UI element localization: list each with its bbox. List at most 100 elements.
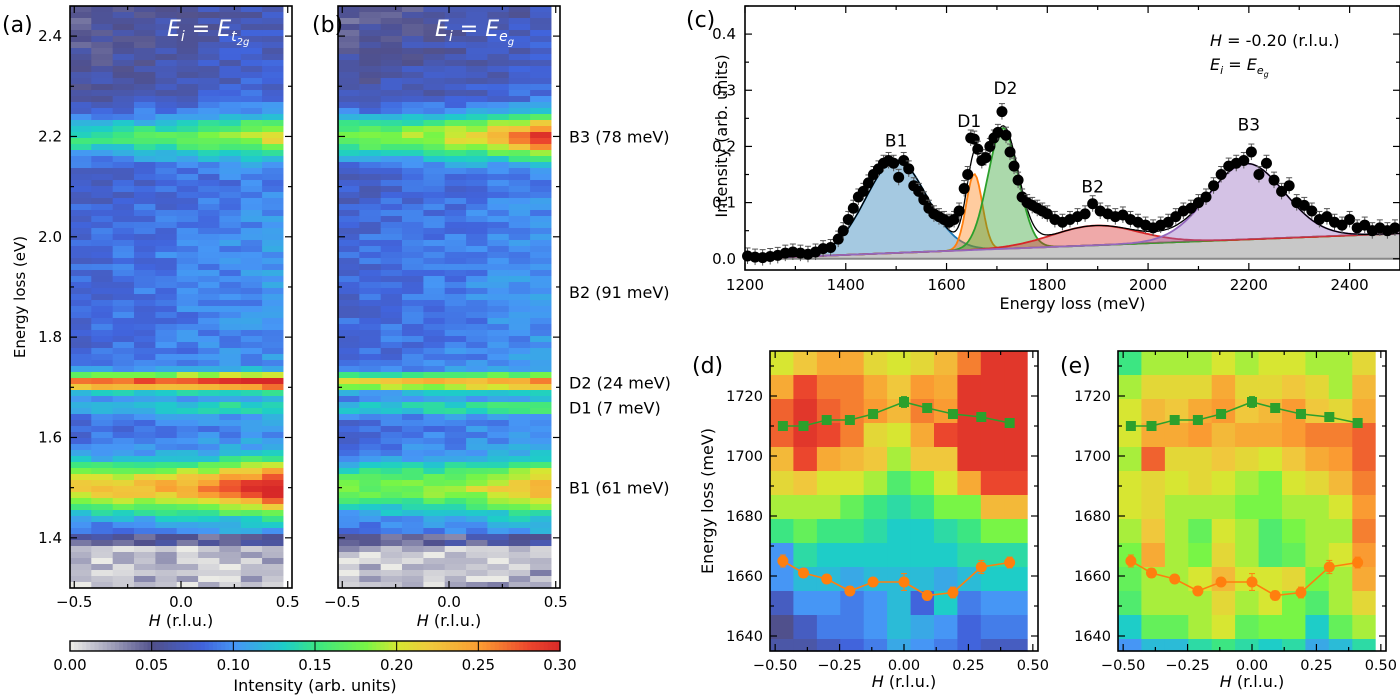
heatmap-cell	[423, 168, 446, 175]
y-tick-label: 1640	[1074, 629, 1111, 645]
heatmap-cell	[466, 444, 488, 451]
data-point-D1	[898, 576, 910, 588]
heatmap-cell	[91, 240, 114, 247]
heatmap-cell	[530, 480, 552, 487]
heatmap-cell	[91, 216, 114, 223]
heatmap-cell	[380, 306, 403, 313]
heatmap-cell	[91, 276, 114, 283]
heatmap-cell	[176, 420, 199, 427]
heatmap-cell	[466, 360, 488, 367]
heatmap-cell	[70, 282, 92, 289]
heatmap-cell	[198, 360, 220, 367]
heatmap-cell	[466, 582, 488, 589]
heatmap-cell	[134, 504, 156, 511]
heatmap-cell	[359, 216, 382, 223]
heatmap-cell	[134, 342, 156, 349]
x-axis-label: H (r.l.u.)	[417, 611, 482, 630]
heatmap-cell	[262, 132, 284, 139]
heatmap-cell	[402, 390, 424, 397]
heatmap-cell	[487, 126, 510, 133]
heatmap-cell	[508, 42, 531, 49]
heatmap-cell	[444, 78, 467, 85]
heatmap-cell	[112, 18, 135, 25]
heatmap-cell	[530, 288, 552, 295]
heatmap-cell	[530, 246, 552, 253]
heatmap-cell	[423, 552, 446, 559]
heatmap-cell	[1352, 375, 1377, 400]
heatmap-cell	[487, 120, 510, 127]
heatmap-cell	[70, 330, 92, 337]
heatmap-cell	[359, 474, 382, 481]
heatmap-cell	[957, 591, 982, 616]
heatmap-cell	[402, 498, 424, 505]
heatmap-cell	[155, 342, 178, 349]
heatmap-cell	[262, 300, 284, 307]
heatmap-cell	[380, 222, 403, 229]
heatmap-cell	[198, 108, 220, 115]
heatmap-cell	[840, 495, 865, 520]
heatmap-cell	[444, 30, 467, 37]
colorbar-segment	[462, 641, 467, 651]
heatmap-cell	[338, 360, 360, 367]
heatmap-cell	[155, 438, 178, 445]
heatmap-cell	[380, 240, 403, 247]
heatmap-cell	[1235, 543, 1260, 568]
heatmap-cell	[466, 294, 488, 301]
heatmap-cell	[338, 534, 360, 541]
heatmap-cell	[176, 522, 199, 529]
heatmap-cell	[134, 204, 156, 211]
heatmap-cell	[487, 348, 510, 355]
heatmap-cell	[198, 162, 220, 169]
heatmap-cell	[934, 375, 958, 400]
heatmap-cell	[219, 360, 242, 367]
heatmap-cell	[198, 222, 220, 229]
data-point-D1	[821, 573, 833, 585]
heatmap-cell	[1328, 639, 1353, 652]
colorbar-segment	[180, 641, 185, 651]
heatmap-cell	[380, 438, 403, 445]
heatmap-cell	[240, 432, 263, 439]
heatmap-cell	[338, 132, 360, 139]
heatmap-cell	[444, 462, 467, 469]
heatmap-cell	[466, 150, 488, 157]
heatmap-cell	[508, 264, 531, 271]
heatmap-cell	[530, 306, 552, 313]
heatmap-cell	[402, 264, 424, 271]
heatmap-cell	[530, 366, 552, 373]
heatmap-cell	[1352, 567, 1377, 592]
heatmap-cell	[487, 474, 510, 481]
heatmap-cell	[91, 288, 114, 295]
heatmap-cell	[423, 312, 446, 319]
heatmap-cell	[70, 390, 92, 397]
colorbar-segment	[506, 641, 512, 651]
heatmap-cell	[508, 78, 531, 85]
heatmap-cell	[508, 552, 531, 559]
heatmap-cell	[423, 36, 446, 43]
heatmap-cell	[176, 288, 199, 295]
heatmap-cell	[134, 378, 156, 385]
heatmap-cell	[466, 486, 488, 493]
heatmap-cell	[91, 414, 114, 421]
heatmap-cell	[240, 138, 263, 145]
heatmap-cell	[91, 546, 114, 553]
data-point-D1	[867, 576, 879, 588]
heatmap-cell	[530, 360, 552, 367]
heatmap-cell	[380, 216, 403, 223]
heatmap-cell	[444, 396, 467, 403]
heatmap-cell	[134, 546, 156, 553]
colorbar-segment	[147, 641, 153, 651]
heatmap-cell	[112, 186, 135, 193]
heatmap-cell	[487, 426, 510, 433]
heatmap-cell	[112, 36, 135, 43]
colorbar-segment	[547, 641, 553, 651]
heatmap-cell	[380, 30, 403, 37]
heatmap-cell	[380, 372, 403, 379]
heatmap-cell	[91, 60, 114, 67]
heatmap-cell	[816, 615, 841, 640]
heatmap-cell	[934, 423, 958, 448]
heatmap-cell	[402, 366, 424, 373]
heatmap-cell	[155, 54, 178, 61]
heatmap-cell	[155, 336, 178, 343]
heatmap-cell	[219, 144, 242, 151]
heatmap-cell	[444, 72, 467, 79]
